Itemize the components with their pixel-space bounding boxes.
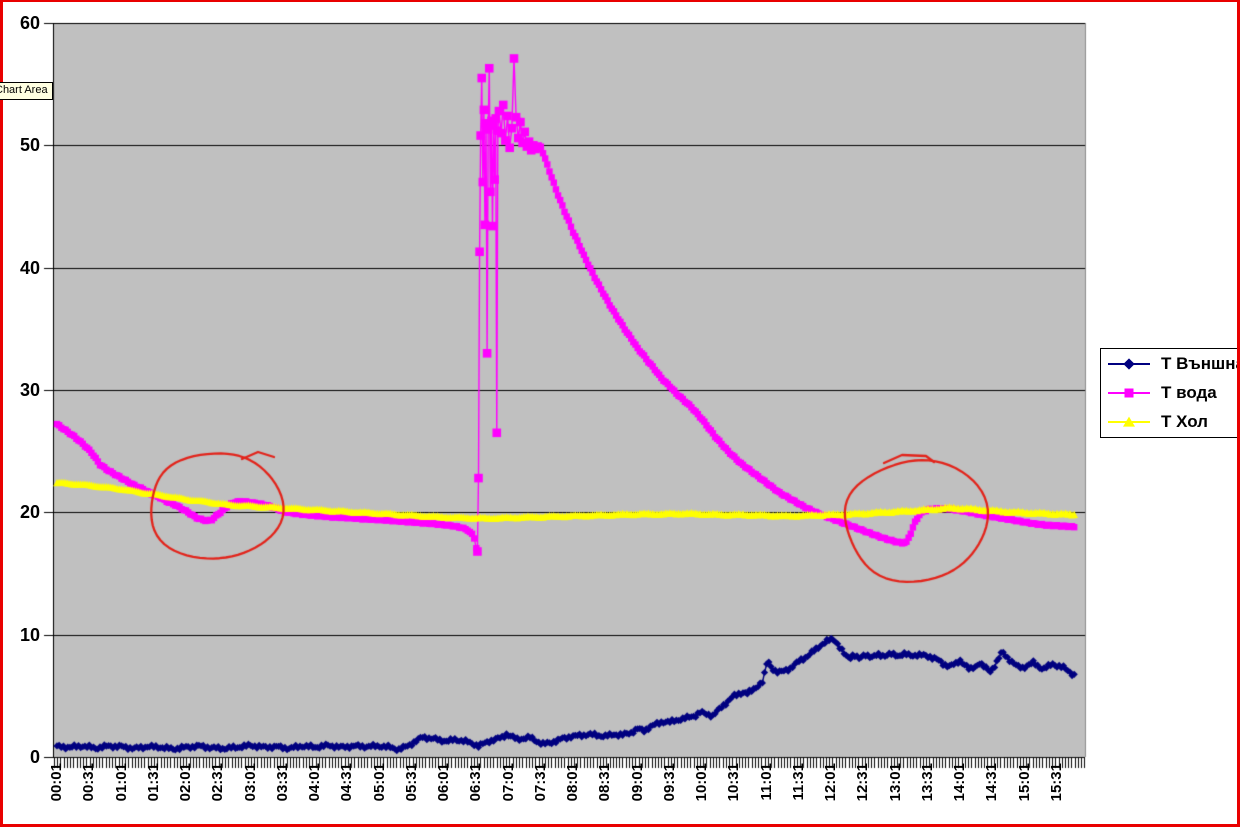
legend-label: Т вода [1161, 383, 1217, 402]
x-axis-label: 10:31 [725, 763, 743, 802]
y-axis-label: 50 [19, 135, 40, 156]
legend-label: Т Хол [1161, 412, 1208, 431]
x-axis-label: 04:31 [338, 763, 356, 802]
legend[interactable]: Т Външна Т вода Т Хол [1100, 348, 1240, 438]
x-axis-label: 07:01 [499, 763, 517, 802]
x-axis-label: 08:31 [596, 763, 614, 802]
x-axis-label: 15:31 [1048, 763, 1065, 802]
legend-label: Т Външна [1161, 354, 1240, 373]
x-axis-label: 14:31 [983, 763, 1001, 802]
x-axis-label: 12:01 [822, 763, 840, 802]
x-axis-label: 07:31 [531, 763, 549, 802]
chart-area-tooltip: Chart Area [0, 82, 53, 100]
x-axis-label: 05:31 [402, 763, 420, 802]
x-axis-label: 10:01 [693, 763, 711, 802]
x-axis-label: 08:01 [564, 763, 582, 802]
x-axis-label: 11:01 [757, 763, 775, 801]
y-axis-label: 30 [19, 380, 40, 400]
x-axis-label: 04:01 [306, 763, 324, 802]
y-axis-label: 20 [19, 502, 40, 523]
legend-entry-2[interactable]: Т вода [1101, 379, 1238, 408]
x-axis-label: 00:31 [80, 763, 98, 802]
chart-area-tooltip-label: Chart Area [0, 84, 48, 96]
legend-entry-3[interactable]: Т Хол [1101, 408, 1238, 437]
x-axis-label: 02:31 [209, 763, 227, 802]
x-axis-label: 02:01 [177, 763, 195, 802]
x-axis-label: 15:01 [1015, 763, 1033, 802]
y-axis-label: 60 [19, 13, 40, 33]
plot-area[interactable] [53, 23, 1085, 757]
x-axis-label: 06:01 [435, 763, 453, 802]
y-axis-label: 10 [19, 624, 40, 645]
x-axis-label: 03:01 [241, 763, 259, 802]
y-axis-label: 40 [19, 257, 40, 278]
x-axis-label: 13:01 [886, 763, 904, 802]
x-axis-label: 01:01 [112, 763, 130, 802]
x-axis-label: 05:01 [370, 763, 388, 802]
triangle-marker-icon [1108, 416, 1150, 428]
x-axis-label: 09:31 [660, 763, 678, 802]
y-axis-label: 0 [29, 747, 40, 767]
x-axis-label: 03:31 [273, 763, 291, 802]
legend-entry-1[interactable]: Т Външна [1101, 350, 1240, 379]
square-marker-icon [1108, 387, 1150, 399]
x-axis-label: 00:01 [48, 763, 65, 802]
x-axis-label: 11:31 [789, 763, 807, 801]
x-axis-label: 14:01 [951, 763, 969, 802]
x-axis-label: 06:31 [467, 763, 485, 802]
x-axis-label: 13:31 [918, 763, 936, 802]
x-axis-label: 01:31 [144, 763, 162, 802]
screenshot-red-border-top [0, 0, 1240, 2]
x-axis-label: 12:31 [854, 763, 872, 802]
screenshot-red-border-left [0, 0, 3, 827]
diamond-marker-icon [1108, 358, 1150, 370]
x-axis-label: 09:01 [628, 763, 646, 802]
